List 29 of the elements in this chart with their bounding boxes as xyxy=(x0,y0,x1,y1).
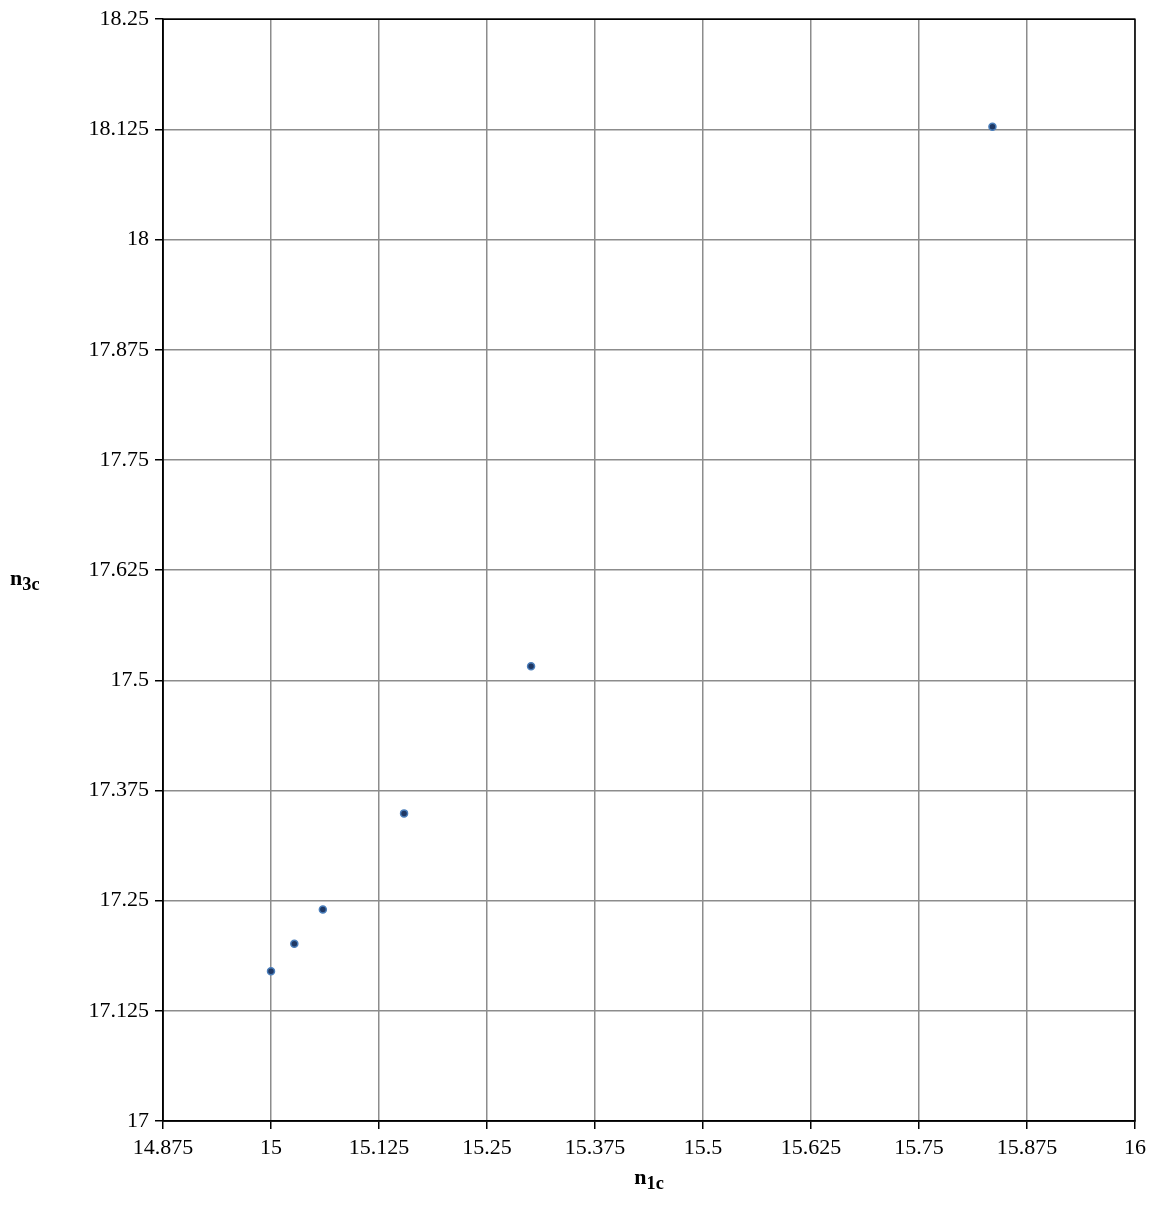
y-tick-label: 17.125 xyxy=(88,996,149,1022)
x-tick-label: 15.125 xyxy=(348,1133,410,1159)
x-tick-label: 15.75 xyxy=(894,1133,944,1159)
x-tick-label: 15.875 xyxy=(996,1133,1058,1159)
point xyxy=(266,966,276,976)
y-tick-label: 17.375 xyxy=(88,776,149,802)
y-tick-label: 17 xyxy=(127,1106,149,1132)
y-tick-label: 18 xyxy=(127,225,149,251)
y-tick-label: 18.125 xyxy=(88,115,149,141)
y-tick-label: 17.875 xyxy=(88,335,149,361)
y-tick-label: 17.25 xyxy=(99,886,149,912)
y-tick-label: 17.75 xyxy=(99,445,149,471)
point xyxy=(988,122,997,131)
y-tick-label: 18.25 xyxy=(99,4,149,30)
y-axis-title: n$_{3c}$ xyxy=(10,565,40,596)
x-tick-label: 15.25 xyxy=(462,1133,512,1159)
x-tick-label: 15 xyxy=(260,1133,282,1159)
x-tick-label: 15.5 xyxy=(683,1133,723,1159)
x-tick-label: 15.375 xyxy=(564,1133,626,1159)
x-axis-title: n$_{1c}$ xyxy=(633,1164,665,1195)
point xyxy=(318,905,328,914)
point xyxy=(526,661,536,671)
point xyxy=(399,809,409,818)
y-tick-label: 17.625 xyxy=(88,555,149,581)
x-tick-label: 15.625 xyxy=(780,1133,842,1159)
x-tick-label: 16 xyxy=(1124,1133,1146,1159)
x-tick-label: 14.875 xyxy=(132,1133,194,1159)
y-tick-label: 17.5 xyxy=(110,666,149,692)
point xyxy=(290,939,299,949)
